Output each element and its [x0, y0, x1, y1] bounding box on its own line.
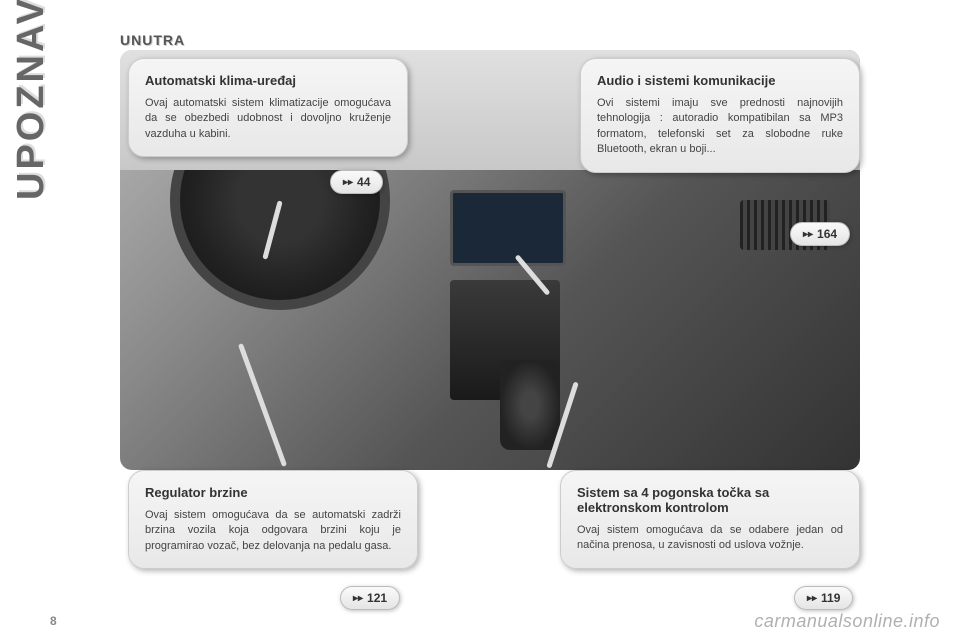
page-ref-number: 44	[357, 175, 370, 189]
callout-title: Regulator brzine	[145, 485, 401, 500]
callout-klima: Automatski klima-uređaj Ovaj automatski …	[128, 58, 408, 157]
callout-audio: Audio i sistemi komunikacije Ovi sistemi…	[580, 58, 860, 173]
gear-shifter-area	[500, 360, 560, 450]
callout-title: Sistem sa 4 pogonska točka sa elektronsk…	[577, 485, 843, 515]
callout-body: Ovi sistemi imaju sve prednosti najnovij…	[597, 96, 843, 158]
callout-body: Ovaj automatski sistem klimatizacije omo…	[145, 96, 391, 142]
watermark-text: carmanualsonline.info	[754, 611, 940, 632]
page-ref-number: 119	[821, 591, 840, 605]
forward-arrow-icon: ▸▸	[807, 593, 817, 604]
page-ref-number: 121	[367, 591, 387, 605]
callout-regulator: Regulator brzine Ovaj sistem omogućava d…	[128, 470, 418, 569]
forward-arrow-icon: ▸▸	[353, 593, 363, 604]
page-reference-pogon: ▸▸ 119	[794, 586, 853, 610]
page-reference-klima: ▸▸ 44	[330, 170, 383, 194]
forward-arrow-icon: ▸▸	[803, 229, 813, 240]
page-ref-number: 164	[817, 227, 837, 241]
section-header: UNUTRA	[120, 32, 185, 48]
callout-body: Ovaj sistem omogućava da se automatski z…	[145, 508, 401, 554]
callout-pogon: Sistem sa 4 pogonska točka sa elektronsk…	[560, 470, 860, 569]
callout-title: Automatski klima-uređaj	[145, 73, 391, 88]
page-number: 8	[50, 614, 57, 628]
page-reference-regulator: ▸▸ 121	[340, 586, 400, 610]
vertical-chapter-title: UPOZNAVANJE	[10, 0, 53, 200]
forward-arrow-icon: ▸▸	[343, 177, 353, 188]
callout-body: Ovaj sistem omogućava da se odabere jeda…	[577, 523, 843, 554]
callout-title: Audio i sistemi komunikacije	[597, 73, 843, 88]
page-reference-audio: ▸▸ 164	[790, 222, 850, 246]
